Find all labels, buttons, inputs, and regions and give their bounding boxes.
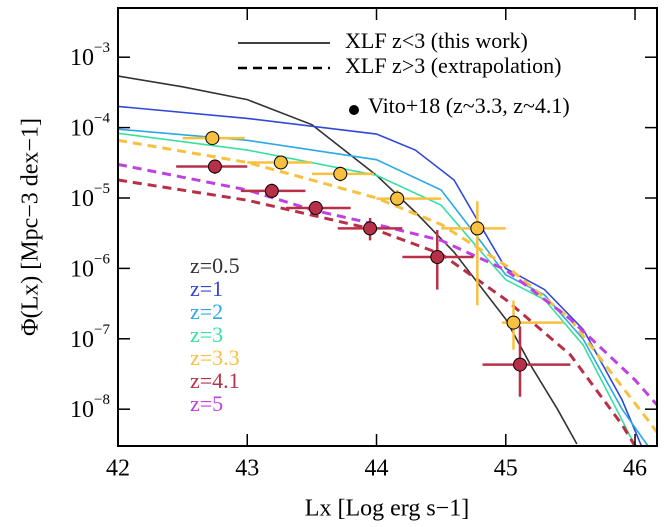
x-tick-label: 43	[235, 456, 259, 482]
axes-frame	[117, 7, 658, 447]
data-point	[333, 166, 348, 181]
legend-entry: XLF z>3 (extrapolation)	[345, 53, 561, 78]
y-tick-label: 10−3	[70, 41, 110, 71]
series-line	[118, 132, 636, 446]
x-axis-label: Lx [Log erg s−1]	[305, 496, 469, 522]
series-line	[118, 75, 578, 445]
data-point	[512, 357, 527, 372]
data-point	[308, 201, 323, 216]
x-tick-label: 46	[623, 456, 647, 482]
x-tick-label: 45	[494, 456, 518, 482]
legend-label: z=0.5	[190, 253, 240, 278]
legend-entry: Vito+18 (z~3.3, z~4.1)	[368, 93, 570, 118]
data-point	[430, 250, 445, 265]
y-tick-label: 10−4	[70, 111, 110, 141]
data-point	[506, 315, 521, 330]
data-point	[363, 221, 378, 236]
legend-label: z=1	[190, 276, 223, 301]
legend-label: z=3.3	[190, 345, 240, 370]
y-tick-label: 10−8	[70, 393, 110, 423]
y-tick-label: 10−6	[70, 252, 110, 282]
plot-area	[118, 75, 657, 446]
legend-label: z=3	[190, 322, 223, 347]
data-point	[207, 159, 222, 174]
data-point	[390, 191, 405, 206]
y-axis-label: Φ(Lx) [Mpc−3 dex−1]	[18, 118, 44, 336]
legend-label: z=4.1	[190, 368, 240, 393]
data-point	[205, 131, 220, 146]
data-point	[470, 221, 485, 236]
legend-marker	[349, 105, 359, 115]
data-point	[273, 155, 288, 170]
legend-label: z=2	[190, 299, 223, 324]
x-tick-label: 44	[365, 456, 389, 482]
y-tick-label: 10−5	[70, 181, 110, 211]
data-point	[264, 183, 279, 198]
legend-label: z=5	[190, 391, 223, 416]
x-tick-label: 42	[106, 456, 130, 482]
legend-entry: XLF z<3 (this work)	[345, 28, 528, 53]
y-tick-label: 10−7	[70, 322, 110, 352]
series-line	[118, 138, 657, 434]
